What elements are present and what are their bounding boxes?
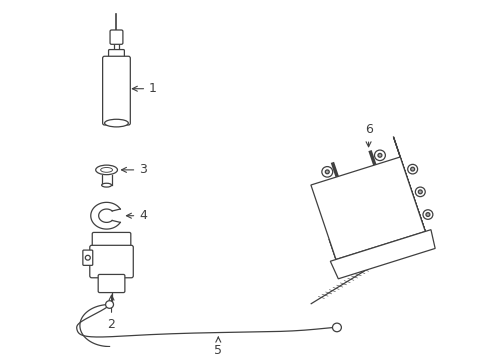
Polygon shape bbox=[330, 230, 434, 279]
Circle shape bbox=[410, 167, 414, 171]
Ellipse shape bbox=[102, 183, 111, 187]
FancyBboxPatch shape bbox=[110, 30, 122, 44]
Text: 2: 2 bbox=[107, 295, 115, 331]
FancyBboxPatch shape bbox=[102, 56, 130, 125]
FancyBboxPatch shape bbox=[82, 250, 93, 265]
FancyBboxPatch shape bbox=[92, 233, 130, 249]
Circle shape bbox=[414, 187, 425, 197]
Ellipse shape bbox=[101, 167, 112, 172]
Ellipse shape bbox=[104, 119, 128, 127]
FancyBboxPatch shape bbox=[108, 50, 124, 59]
Circle shape bbox=[374, 150, 385, 161]
Polygon shape bbox=[328, 211, 425, 260]
Polygon shape bbox=[310, 157, 425, 260]
Circle shape bbox=[325, 170, 328, 174]
Polygon shape bbox=[393, 137, 425, 231]
Text: 5: 5 bbox=[214, 337, 222, 357]
FancyBboxPatch shape bbox=[98, 274, 124, 293]
Circle shape bbox=[321, 167, 332, 177]
Ellipse shape bbox=[96, 165, 117, 175]
Circle shape bbox=[377, 153, 381, 157]
Text: 6: 6 bbox=[364, 123, 372, 147]
Circle shape bbox=[417, 190, 422, 194]
Text: 4: 4 bbox=[126, 209, 147, 222]
Text: 3: 3 bbox=[121, 163, 147, 176]
Circle shape bbox=[425, 213, 429, 216]
Circle shape bbox=[332, 323, 341, 332]
Circle shape bbox=[422, 210, 432, 219]
Circle shape bbox=[105, 301, 113, 308]
FancyBboxPatch shape bbox=[90, 245, 133, 278]
Text: 1: 1 bbox=[132, 82, 157, 95]
Circle shape bbox=[407, 165, 417, 174]
Circle shape bbox=[85, 255, 90, 260]
